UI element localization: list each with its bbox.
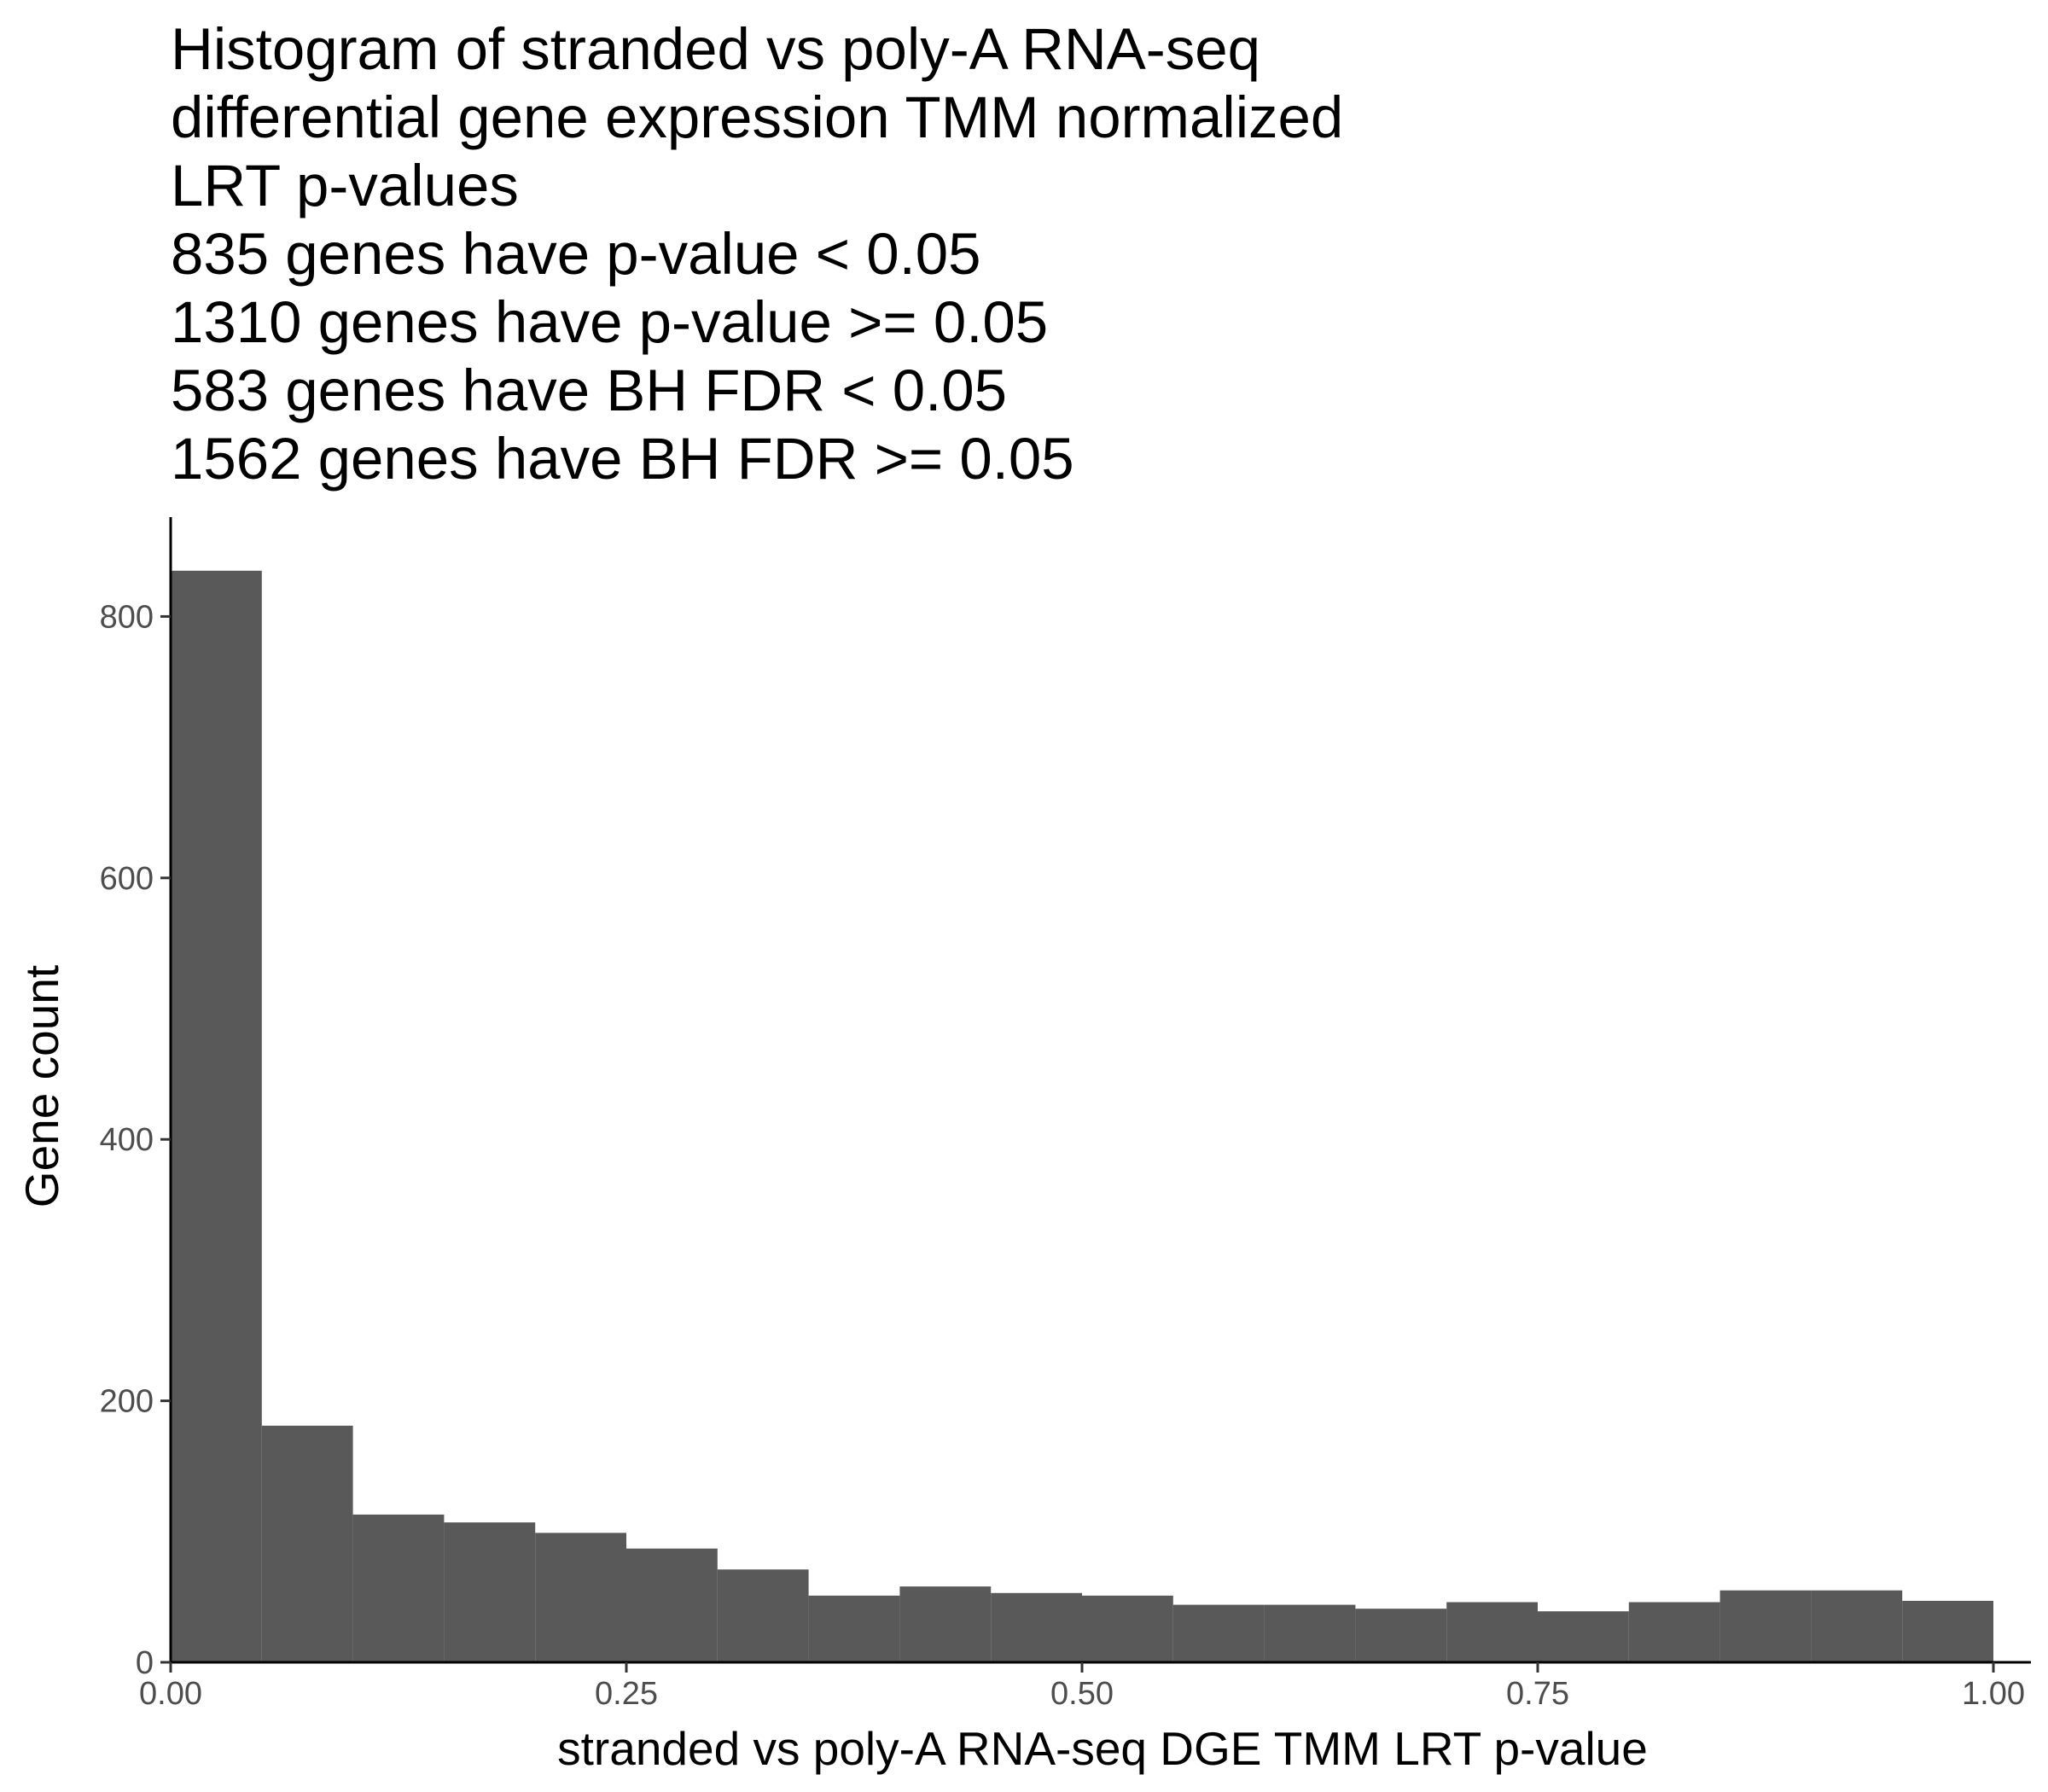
histogram-bar bbox=[808, 1595, 900, 1662]
histogram-bar bbox=[899, 1586, 992, 1662]
x-tick-label: 0.75 bbox=[1506, 1676, 1569, 1712]
title-line: 1562 genes have BH FDR >= 0.05 bbox=[171, 426, 1074, 492]
x-axis-title: stranded vs poly-A RNA-seq DGE TMM LRT p… bbox=[557, 1722, 1648, 1775]
histogram-bar bbox=[626, 1548, 718, 1662]
y-tick-label: 400 bbox=[100, 1122, 154, 1158]
histogram-bar bbox=[444, 1522, 536, 1662]
histogram-bar bbox=[1811, 1590, 1903, 1662]
histogram-bar bbox=[1719, 1590, 1812, 1662]
title-line: 583 genes have BH FDR < 0.05 bbox=[171, 358, 1008, 423]
title-line: 1310 genes have p-value >= 0.05 bbox=[171, 289, 1049, 355]
y-tick-label: 800 bbox=[100, 599, 154, 635]
y-tick-label: 0 bbox=[136, 1645, 154, 1681]
title-line: differential gene expression TMM normali… bbox=[171, 84, 1344, 150]
histogram-bar bbox=[1538, 1611, 1629, 1662]
x-tick-label: 0.25 bbox=[595, 1676, 658, 1712]
histogram-bar bbox=[352, 1514, 445, 1662]
histogram-bar bbox=[1628, 1602, 1720, 1662]
x-tick-label: 0.50 bbox=[1050, 1676, 1114, 1712]
histogram-bar bbox=[717, 1569, 809, 1662]
histogram-bar bbox=[1355, 1609, 1447, 1662]
title-line: LRT p-values bbox=[171, 153, 519, 218]
chart-title: Histogram of stranded vs poly-A RNA-seq … bbox=[171, 15, 1343, 493]
ticks: 0.00 0.25 0.50 0.75 1.00 0 200 400 600 800 bbox=[100, 599, 2025, 1712]
x-tick-label: 0.00 bbox=[139, 1676, 202, 1712]
histogram-bar bbox=[1902, 1600, 1993, 1662]
title-line: 835 genes have p-value < 0.05 bbox=[171, 221, 981, 287]
title-line: Histogram of stranded vs poly-A RNA-seq bbox=[171, 16, 1261, 82]
y-axis-title: Gene count bbox=[15, 965, 68, 1207]
histogram-bar bbox=[1446, 1602, 1538, 1662]
histogram-bar bbox=[261, 1425, 353, 1662]
histogram-bar bbox=[171, 570, 262, 1662]
histogram-bar bbox=[991, 1592, 1082, 1662]
histogram-bars bbox=[171, 570, 1993, 1662]
y-tick-label: 200 bbox=[100, 1384, 154, 1420]
axes bbox=[169, 517, 2031, 1664]
histogram-bar bbox=[535, 1533, 626, 1662]
y-tick-label: 600 bbox=[100, 861, 154, 897]
histogram-bar bbox=[1082, 1595, 1173, 1662]
histogram-bar bbox=[1264, 1604, 1356, 1662]
x-tick-label: 1.00 bbox=[1962, 1676, 2025, 1712]
histogram-bar bbox=[1172, 1604, 1265, 1662]
